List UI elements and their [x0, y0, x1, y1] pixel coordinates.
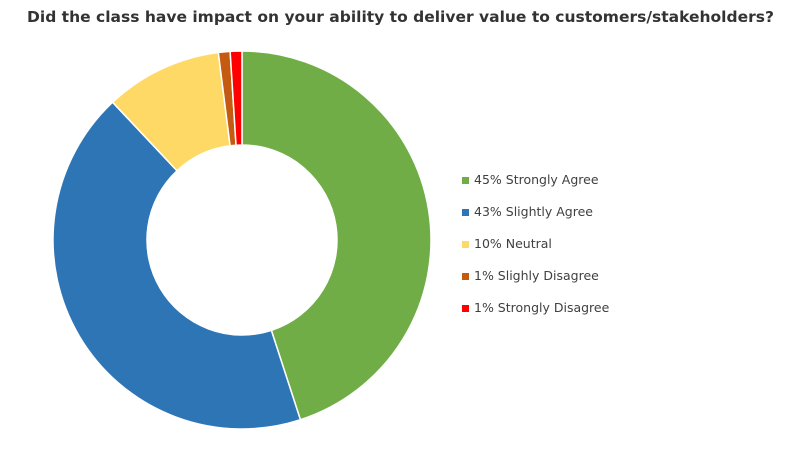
legend-label-slightly-agree: 43% Slightly Agree: [474, 204, 593, 219]
donut-slice-strongly-agree: [241, 50, 432, 421]
legend-item-strongly-disagree: 1% Strongly Disagree: [462, 300, 762, 332]
legend-label-strongly-disagree: 1% Strongly Disagree: [474, 300, 610, 315]
legend-swatch-strongly-disagree: [462, 305, 469, 312]
chart-legend: 45% Strongly Agree 43% Slightly Agree 10…: [462, 172, 762, 332]
legend-swatch-strongly-agree: [462, 177, 469, 184]
legend-swatch-neutral: [462, 241, 469, 248]
chart-title: Did the class have impact on your abilit…: [27, 8, 774, 26]
legend-item-slightly-agree: 43% Slightly Agree: [462, 204, 762, 236]
legend-item-slighly-disagree: 1% Slighly Disagree: [462, 268, 762, 300]
donut-slice-strongly-disagree: [229, 50, 243, 146]
donut-slice-slightly-agree: [52, 101, 302, 430]
legend-swatch-slighly-disagree: [462, 273, 469, 280]
legend-item-strongly-agree: 45% Strongly Agree: [462, 172, 762, 204]
legend-label-slighly-disagree: 1% Slighly Disagree: [474, 268, 599, 283]
legend-swatch-slightly-agree: [462, 209, 469, 216]
legend-item-neutral: 10% Neutral: [462, 236, 762, 268]
legend-label-neutral: 10% Neutral: [474, 236, 552, 251]
legend-label-strongly-agree: 45% Strongly Agree: [474, 172, 599, 187]
